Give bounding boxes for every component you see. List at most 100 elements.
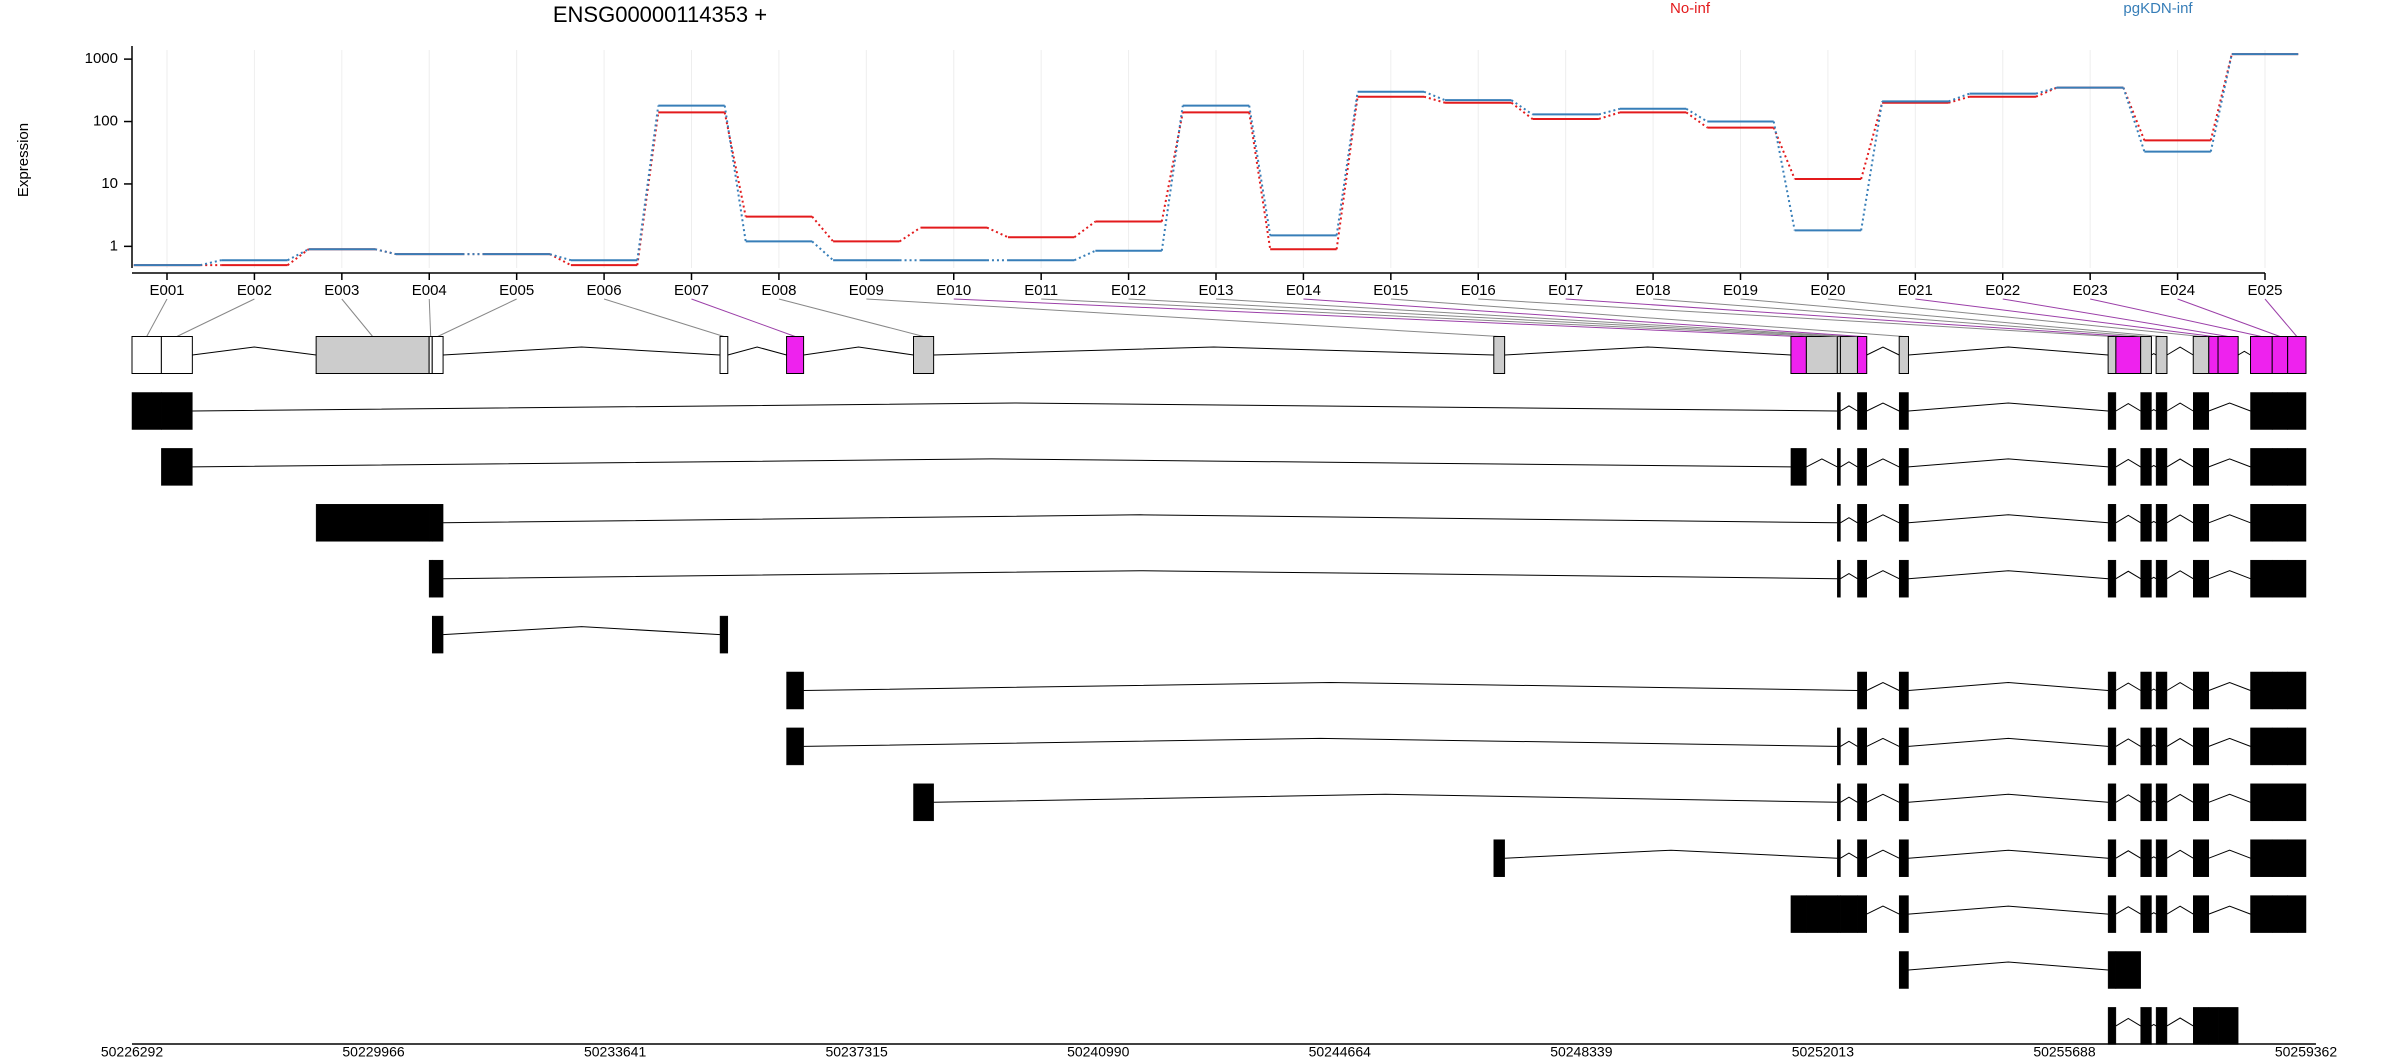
transcript-exon	[2271, 895, 2288, 933]
transcript-exon	[2155, 727, 2168, 766]
intron	[192, 346, 317, 356]
intron	[803, 737, 1838, 747]
transcript-exon	[2271, 727, 2288, 766]
transcript-exon	[2208, 1007, 2219, 1045]
transcript-exon	[2193, 448, 2210, 486]
intron	[2151, 576, 2157, 580]
transcript-exon	[2193, 783, 2210, 822]
intron	[1866, 681, 1900, 691]
exon-connector	[341, 298, 374, 337]
intron	[1908, 961, 2109, 971]
transcript-exon	[2155, 671, 2168, 710]
transcript-exon	[2193, 895, 2210, 933]
genome-tick-label: 50226292	[101, 1044, 164, 1060]
expression-connector	[1423, 90, 1446, 102]
transcript-exon	[2107, 504, 2117, 542]
transcript-exon	[2155, 392, 2168, 430]
x-tick-label: E015	[1373, 282, 1408, 299]
exon-bin	[786, 336, 805, 374]
transcript-exon	[2287, 895, 2307, 933]
expression-connector	[986, 226, 1009, 239]
expression-connector	[1160, 112, 1184, 222]
expression-connector	[1860, 102, 1884, 180]
transcript-exon	[1857, 839, 1867, 877]
transcript-exon	[2193, 671, 2210, 710]
x-tick-label: E013	[1198, 282, 1233, 299]
exon-connector	[953, 298, 1799, 337]
intron	[2115, 1017, 2141, 1027]
x-tick-label: E024	[2160, 282, 2195, 299]
intron	[2166, 570, 2194, 580]
transcript-exon	[2287, 839, 2307, 877]
genome-tick-label: 50233641	[584, 1044, 647, 1060]
expression-connector	[1772, 121, 1796, 231]
transcript-exon	[1857, 448, 1867, 486]
exon-bin	[2287, 336, 2307, 374]
intron	[2208, 570, 2251, 580]
intron	[2166, 514, 2194, 524]
exon-bin	[2115, 336, 2142, 374]
transcript-exon	[2287, 671, 2307, 710]
exon-connector	[866, 298, 1500, 337]
transcript-exon	[2287, 392, 2307, 430]
exon-connector	[778, 298, 924, 337]
transcript-exon	[2140, 392, 2152, 430]
intron	[1840, 405, 1858, 412]
transcript-exon	[428, 559, 433, 598]
intron	[2115, 402, 2141, 412]
transcript-exon	[1790, 448, 1807, 486]
transcript-exon	[1898, 559, 1909, 598]
transcript-exon	[2193, 504, 2210, 542]
intron	[2166, 346, 2194, 356]
expression-connector	[1248, 112, 1272, 250]
transcript-exon	[431, 504, 444, 542]
intron	[933, 346, 1494, 356]
exon-connector	[691, 298, 796, 337]
x-tick-label: E017	[1548, 282, 1583, 299]
genome-tick-label: 50229966	[342, 1044, 405, 1060]
expression-connector	[1685, 111, 1708, 129]
exon-connector	[603, 298, 725, 337]
exon-connector	[1565, 298, 2129, 337]
intron	[1866, 458, 1900, 468]
exon-bin	[1856, 336, 1868, 374]
transcript-exon	[1837, 448, 1841, 486]
expression-connector	[723, 112, 747, 217]
intron	[1908, 570, 2109, 580]
expression-connector	[1860, 101, 1884, 231]
transcript-exon	[1857, 727, 1867, 766]
x-tick-label: E005	[499, 282, 534, 299]
intron	[2151, 800, 2157, 803]
transcript-exon	[1806, 895, 1838, 933]
transcript-exon	[1493, 839, 1505, 877]
expression-connector	[1335, 91, 1359, 236]
transcript-exon	[2250, 392, 2273, 430]
x-tick-label: E019	[1723, 282, 1758, 299]
intron	[2166, 458, 2194, 468]
transcript-exon	[2287, 504, 2307, 542]
transcript-exon	[2140, 559, 2152, 598]
transcript-exon	[2140, 839, 2152, 877]
transcript-exon	[431, 615, 444, 654]
exon-connector	[2090, 298, 2262, 337]
intron	[1866, 737, 1900, 747]
transcript-exon	[2107, 839, 2117, 877]
transcript-exon	[1857, 783, 1867, 822]
exon-bin	[160, 336, 193, 374]
expression-connector	[1685, 107, 1708, 123]
transcript-exon	[431, 559, 444, 598]
intron	[1840, 852, 1858, 859]
x-tick-label: E018	[1636, 282, 1671, 299]
exon-connector	[1653, 298, 2147, 337]
transcript-exon	[1837, 392, 1841, 430]
intron	[1806, 458, 1838, 468]
intron	[2237, 350, 2251, 356]
x-tick-label: E002	[237, 282, 272, 299]
transcript-exon	[1837, 727, 1841, 766]
transcript-exon	[1898, 895, 1909, 933]
expression-connector	[1598, 107, 1621, 116]
x-tick-label: E023	[2073, 282, 2108, 299]
expression-connector	[287, 248, 310, 266]
transcript-exon	[1837, 839, 1841, 877]
x-tick-label: E020	[1810, 282, 1845, 299]
